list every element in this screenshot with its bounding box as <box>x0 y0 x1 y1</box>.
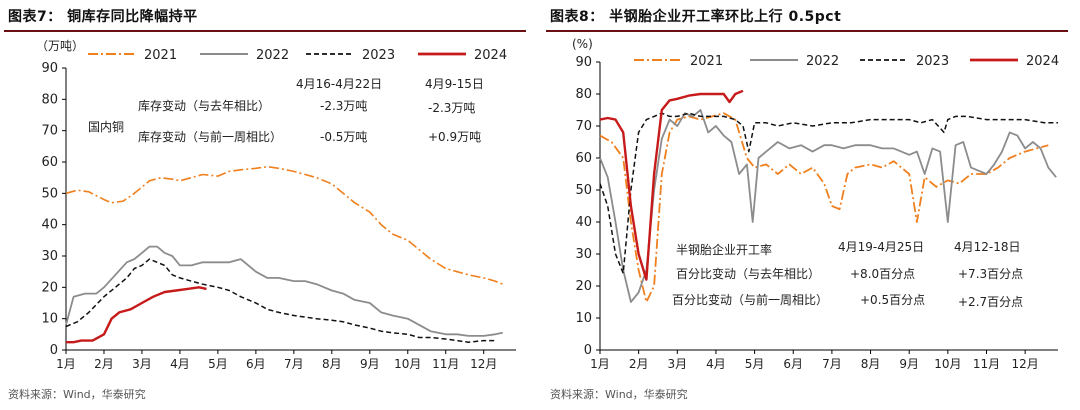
annotation-row2_val2: +2.7百分点 <box>958 295 1023 309</box>
series-line-2024 <box>66 286 207 344</box>
series-line-2023 <box>65 258 496 343</box>
x-tick-label: 8月 <box>861 357 881 371</box>
x-tick-label: 2月 <box>94 357 114 371</box>
legend-label-2023: 2023 <box>362 48 395 63</box>
y-tick-label: 20 <box>575 279 592 294</box>
annotation-row2_label: 百分比变动（与前一周相比） <box>672 292 828 307</box>
annotation-category: 半钢胎企业开工率 <box>676 242 772 257</box>
annotation-row1_val1: -2.3万吨 <box>320 99 367 113</box>
y-tick-label: 10 <box>41 312 58 327</box>
copper-inventory-chart: （万吨） 0 10 20 30 40 50 60 70 80 90 1月 2月 3月 4月 5月 6月 7月 8月 9… <box>36 39 516 371</box>
legend-label-2024: 2024 <box>1026 54 1059 69</box>
x-tick-label: 3月 <box>667 357 687 371</box>
chart-title: 图表7： 铜库存同比降幅持平 <box>8 9 198 25</box>
y-tick-label: 70 <box>41 124 58 139</box>
y-tick-label: 60 <box>575 151 592 166</box>
y-tick-label: 30 <box>41 249 58 264</box>
series-line-2022 <box>65 245 503 337</box>
y-unit-label: （万吨） <box>36 39 84 53</box>
x-tick-label: 11月 <box>432 357 459 371</box>
legend-label-2021: 2021 <box>144 48 177 63</box>
y-tick-label: 70 <box>575 119 592 134</box>
y-tick-label: 20 <box>41 280 58 295</box>
y-tick-label: 60 <box>41 155 58 170</box>
y-tick-label: 50 <box>575 183 592 198</box>
annotation-row1_label: 百分比变动（与去年相比） <box>676 266 820 281</box>
x-tick-label: 8月 <box>322 357 342 371</box>
x-tick-label: 10月 <box>394 357 421 371</box>
x-tick-label: 1月 <box>590 357 610 371</box>
x-tick-label: 5月 <box>745 357 765 371</box>
series-line-2023 <box>599 112 1058 274</box>
annotation-row2_val2: +0.9万吨 <box>428 130 481 144</box>
y-tick-label: 90 <box>41 61 58 76</box>
annotation-row2_label: 库存变动（与前一周相比） <box>138 129 282 144</box>
x-tick-label: 12月 <box>1012 357 1039 371</box>
x-tick-label: 12月 <box>470 357 497 371</box>
y-tick-label: 40 <box>41 218 58 233</box>
annotation-row1_val2: -2.3万吨 <box>428 101 475 115</box>
chart-panel-tire: 图表8： 半钢胎企业开工率环比上行 0.5pct (%) 0 10 20 30 40 50 6… <box>542 0 1072 410</box>
chart-panel-copper: 图表7： 铜库存同比降幅持平 （万吨） 0 10 20 30 40 50 60 70 80 90 1月… <box>0 0 530 410</box>
x-tick-label: 6月 <box>783 357 803 371</box>
annotation-date1: 4月16-4月22日 <box>296 77 382 91</box>
annotation-date2: 4月12-18日 <box>954 240 1021 254</box>
y-tick-label: 90 <box>575 55 592 70</box>
x-tick-label: 9月 <box>899 357 919 371</box>
title-divider <box>4 30 526 32</box>
x-tick-label: 11月 <box>973 357 1000 371</box>
x-tick-label: 7月 <box>284 357 304 371</box>
annotation-date2: 4月9-15日 <box>425 77 484 91</box>
annotation-row2_val1: +0.5百分点 <box>860 293 925 307</box>
y-tick-label: 80 <box>575 87 592 102</box>
source-note: 资料来源：Wind，华泰研究 <box>550 388 688 401</box>
annotation-category: 国内铜 <box>88 119 124 134</box>
tire-operating-rate-chart: (%) 0 10 20 30 40 50 60 70 80 90 1月 2月 3月 4月 5月 6月 7月 8月 9月… <box>572 37 1059 371</box>
y-tick-label: 10 <box>575 311 592 326</box>
y-tick-label: 40 <box>575 215 592 230</box>
legend-label-2024: 2024 <box>474 48 507 63</box>
x-tick-label: 7月 <box>822 357 842 371</box>
legend-label-2021: 2021 <box>690 54 723 69</box>
annotation-row1_val1: +8.0百分点 <box>850 267 915 281</box>
annotation-date1: 4月19-4月25日 <box>838 240 924 254</box>
y-tick-label: 0 <box>584 343 592 358</box>
x-tick-label: 6月 <box>246 357 266 371</box>
x-tick-label: 9月 <box>360 357 380 371</box>
y-tick-label: 30 <box>575 247 592 262</box>
x-tick-label: 1月 <box>56 357 76 371</box>
annotation-row1_label: 库存变动（与去年相比） <box>138 98 270 113</box>
chart-title: 图表8： 半钢胎企业开工率环比上行 0.5pct <box>550 9 842 25</box>
legend-label-2022: 2022 <box>256 48 289 63</box>
annotation-row1_val2: +7.3百分点 <box>958 267 1023 281</box>
series-line-2024 <box>599 89 744 281</box>
legend-label-2022: 2022 <box>806 54 839 69</box>
source-note: 资料来源：Wind，华泰研究 <box>8 388 146 401</box>
y-tick-label: 50 <box>41 186 58 201</box>
annotation-row2_val1: -0.5万吨 <box>320 130 367 144</box>
x-tick-label: 4月 <box>706 357 726 371</box>
y-tick-label: 80 <box>41 92 58 107</box>
x-tick-label: 3月 <box>132 357 152 371</box>
series-line-2022 <box>599 109 1057 303</box>
legend-label-2023: 2023 <box>916 54 949 69</box>
series-line-2021 <box>65 165 504 285</box>
y-unit-label: (%) <box>572 37 593 51</box>
y-tick-label: 0 <box>50 343 58 358</box>
x-tick-label: 5月 <box>208 357 228 371</box>
x-tick-label: 2月 <box>629 357 649 371</box>
series-line-2021 <box>599 112 1049 303</box>
x-tick-label: 4月 <box>170 357 190 371</box>
title-divider <box>546 30 1068 32</box>
x-tick-label: 10月 <box>934 357 961 371</box>
